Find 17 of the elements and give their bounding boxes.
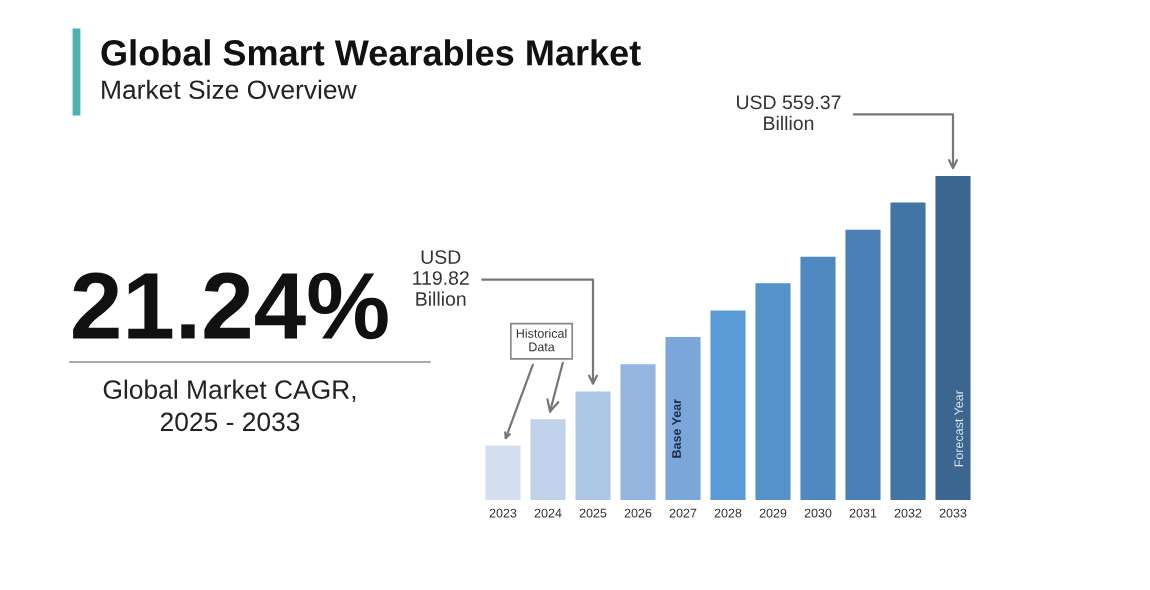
bar	[575, 391, 611, 500]
bar	[620, 364, 656, 500]
text: 21.24%	[73, 272, 388, 340]
bar	[935, 176, 971, 500]
text: Global Market CAGR, 2025 - 2033	[103, 379, 356, 432]
bar	[530, 419, 566, 500]
text: Market Size Overview	[102, 79, 357, 100]
bar	[890, 202, 926, 500]
annotation: USD 559.37 Billion	[737, 95, 841, 131]
bar	[800, 256, 836, 500]
annotation: USD 119.82 Billion	[413, 250, 469, 306]
chart-title: Global Smart Wearables Market	[101, 39, 641, 66]
bar	[485, 445, 521, 500]
bar	[845, 229, 881, 500]
bar	[755, 283, 791, 500]
bar	[665, 337, 701, 500]
bar	[710, 310, 746, 500]
